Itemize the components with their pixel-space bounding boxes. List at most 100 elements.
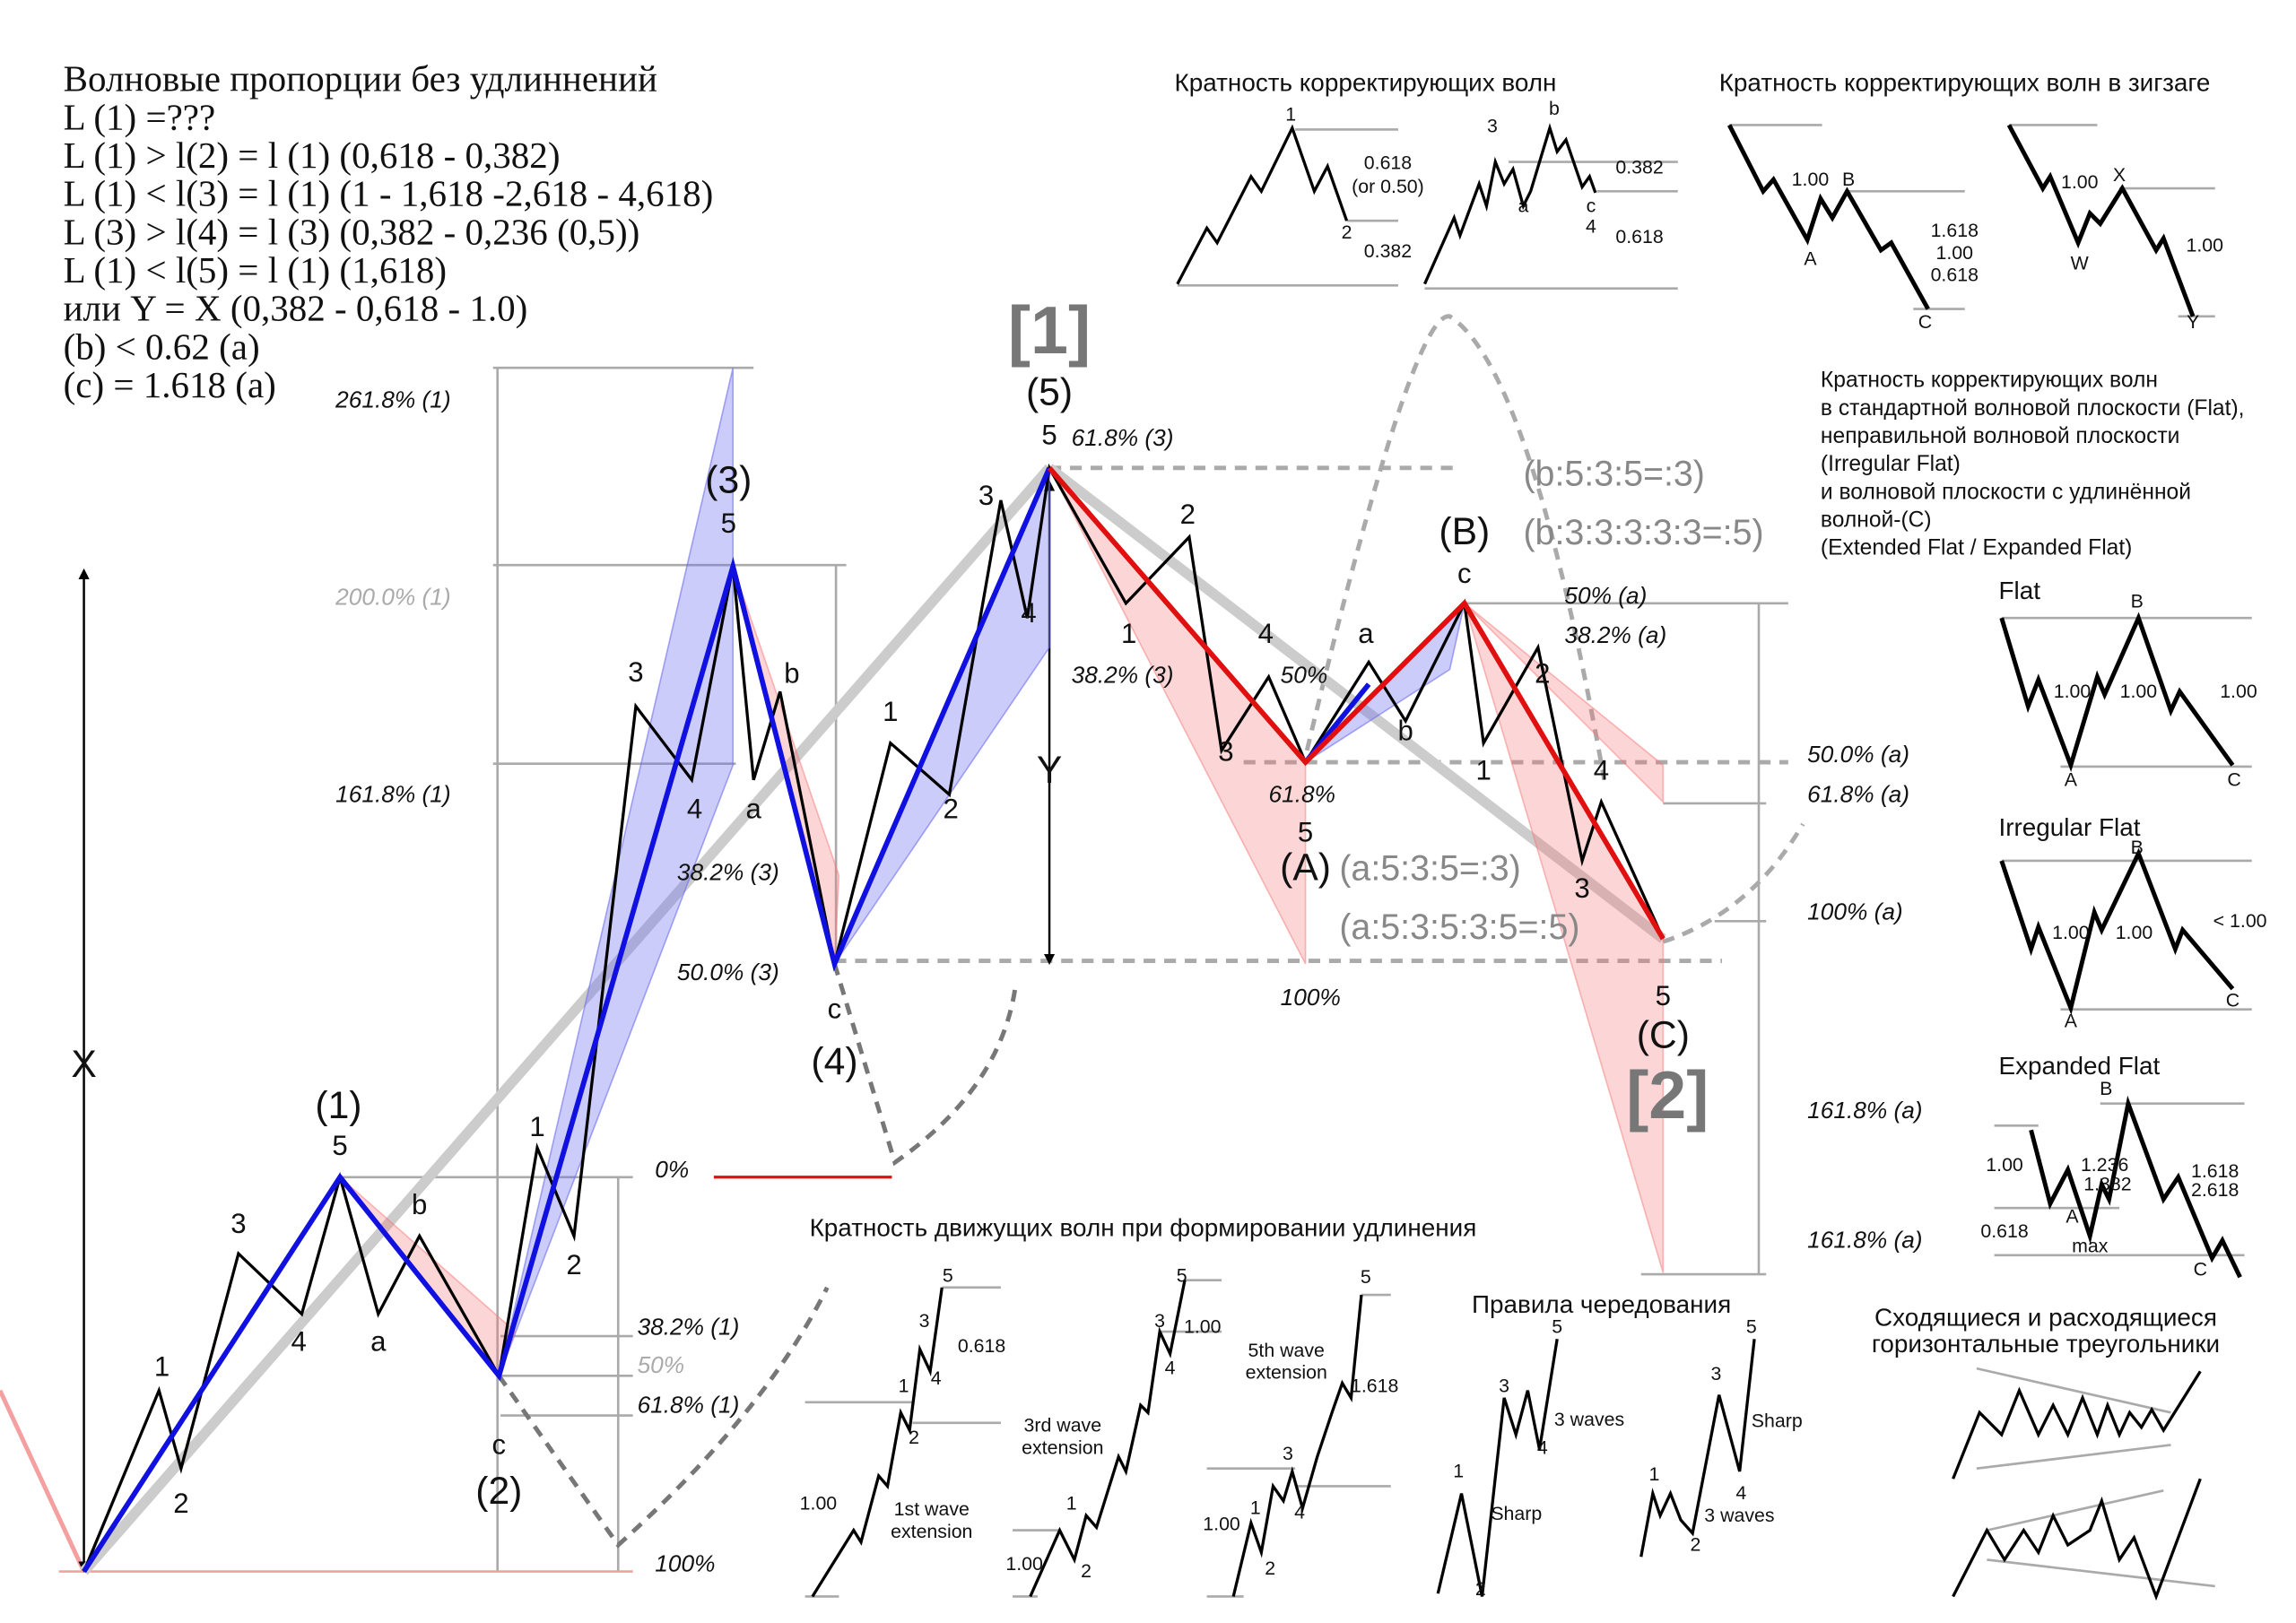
flats-inset: Кратность корректирующих волн в стандарт… [1821, 369, 2267, 1280]
degree-label: (B) [1439, 510, 1490, 553]
flat-title: Flat [1998, 577, 2040, 604]
wave-number-label: 4 [291, 1325, 306, 1357]
extension-label: 3rd wave [1024, 1415, 1102, 1436]
structure-label: (b:3:3:3:3:3=:5) [1523, 513, 1763, 552]
extension-label: extension [1022, 1436, 1103, 1458]
wave-label: 2 [1691, 1534, 1701, 1556]
ratio-label: 1.00 [2120, 681, 2158, 702]
level-label: 100% [655, 1550, 715, 1577]
degree-label: (4) [811, 1040, 857, 1083]
wave-number-label: 3 [1574, 872, 1589, 904]
impulse-line [82, 466, 1052, 1574]
degree-labels: (1) (2) (3) (4) (5) (A) (B) (C) [1] [2] … [71, 292, 1763, 1513]
inset-title: Сходящиеся и расходящиеся [1874, 1304, 2217, 1332]
level-label: 261.8% (1) [335, 386, 450, 413]
wave-label: 2 [1342, 221, 1352, 243]
level-label: 50.0% (3) [677, 959, 779, 985]
wave-label: C [1918, 311, 1932, 333]
wave-number-label: 1 [883, 696, 898, 727]
wave-label: 1 [1285, 104, 1296, 126]
expanded-flat-title: Expanded Flat [1998, 1052, 2160, 1080]
flats-description: в стандартной волновой плоскости (Flat), [1821, 396, 2245, 421]
wave-number-label: 1 [1121, 618, 1136, 649]
wave-label: 4 [1586, 215, 1596, 237]
wave-number-label: a [1358, 618, 1374, 649]
inset-title: горизонтальные треугольники [1872, 1330, 2220, 1358]
level-label: 161.8% (1) [335, 780, 450, 807]
note-line: L (1) > l(2) = l (1) (0,618 - 0,382) [64, 135, 561, 176]
wave-label: 5 [1552, 1316, 1562, 1338]
corrective-inset: Кратность корректирующих волн 1 2 0.618 … [1175, 69, 1678, 290]
flats-description: (Irregular Flat) [1821, 452, 1961, 476]
level-label: 50.0% (a) [1807, 741, 1909, 768]
wave-number-label: 4 [687, 793, 702, 824]
flats-description: и волновой плоскости с удлинённой [1821, 480, 2191, 504]
rule-label: Sharp [1752, 1410, 1803, 1432]
wave-number-label: 3 [1218, 735, 1233, 767]
ratio-label: 2.618 [2191, 1179, 2239, 1201]
wave-number-label: 5 [332, 1130, 347, 1161]
wave-label: A [2065, 1010, 2078, 1031]
note-line: (b) < 0.62 (a) [64, 325, 260, 367]
wave-label: 5 [1361, 1266, 1371, 1288]
flats-description: волной-(С) [1821, 508, 1932, 532]
level-label: 0% [655, 1156, 689, 1183]
wave-label: B [1842, 169, 1855, 190]
wave-1-path [83, 463, 1665, 1573]
ratio-label: 1.236 [2081, 1154, 2128, 1176]
wave-label: C [2226, 989, 2239, 1011]
wave-label: 2 [1265, 1558, 1275, 1579]
structure-label: (a:5:3:5=:3) [1339, 848, 1520, 888]
wave-label: 1 [1453, 1461, 1464, 1482]
wave-label: 1 [1649, 1463, 1660, 1485]
extension-label: extension [891, 1521, 972, 1542]
wave-label: C [2194, 1259, 2207, 1280]
degree-label: (A) [1280, 846, 1331, 889]
wave-label: 5 [943, 1264, 953, 1286]
level-label: 100% [1281, 984, 1341, 1011]
ratio-label: 0.618 [1364, 152, 1412, 174]
wave-number-label: 4 [1021, 597, 1036, 629]
alternation-inset: Правила чередования 1 2 3 4 5 3 waves Sh… [1436, 1290, 1803, 1600]
ratio-label: 1.00 [1935, 242, 1973, 264]
notes-block: Волновые пропорции без удлиннений L (1) … [64, 58, 714, 405]
wave-number-label: 2 [1180, 499, 1196, 530]
level-label: 50% [638, 1351, 685, 1378]
ratio-label: < 1.00 [2213, 910, 2267, 932]
wave-number-label: 1 [529, 1111, 544, 1142]
level-label: 61.8% (3) [1072, 424, 1174, 451]
wave-label: 3 [1499, 1375, 1509, 1396]
ratio-label: 1.00 [2116, 922, 2153, 943]
extension-label: extension [1246, 1362, 1327, 1384]
level-label: 100% (a) [1807, 898, 1903, 925]
structure-label: (a:5:3:5:3:5=:5) [1339, 907, 1579, 947]
y-label: Y [1037, 749, 1062, 792]
degree-label: (5) [1026, 370, 1073, 413]
wave-label: C [2227, 768, 2240, 790]
wave-label: 1 [1066, 1493, 1077, 1515]
wave-number-label: 5 [1656, 980, 1671, 1011]
level-labels: 261.8% (1) 200.0% (1) 161.8% (1) 38.2% (… [335, 386, 1922, 1577]
wave-label: 4 [1165, 1358, 1176, 1379]
degree-label: (C) [1637, 1013, 1690, 1056]
level-label: 61.8% [1269, 780, 1335, 807]
wave-label: 3 [1487, 116, 1498, 137]
wave-label: 4 [1294, 1501, 1305, 1523]
rule-label: Sharp [1491, 1503, 1542, 1524]
wave-label: 2 [909, 1427, 919, 1448]
ratio-label: 0.618 [1980, 1220, 2028, 1242]
ratio-label: 0.382 [1615, 157, 1663, 178]
wave-label: c [1587, 195, 1596, 216]
wave-number-label: 3 [230, 1208, 246, 1239]
level-label: 38.2% (3) [677, 858, 779, 885]
inset-title: Кратность корректирующих волн [1175, 69, 1557, 97]
inset-title: Кратность движущих волн при формировании… [810, 1213, 1477, 1241]
wave-labels: 1 2 3 4 5 b a c 1 2 3 4 5 b a c 1 2 3 4 5 1 2 3 4 5 a b c 1 2 3 4 5 [154, 420, 1671, 1519]
ratio-label: 1.00 [1792, 169, 1830, 190]
degree-label: (1) [315, 1084, 361, 1127]
wave-label: b [1549, 98, 1560, 119]
x-label: X [71, 1043, 96, 1086]
ratio-label: max [2072, 1235, 2109, 1256]
wave-number-label: b [1398, 715, 1413, 746]
wave-number-label: 1 [154, 1350, 170, 1382]
